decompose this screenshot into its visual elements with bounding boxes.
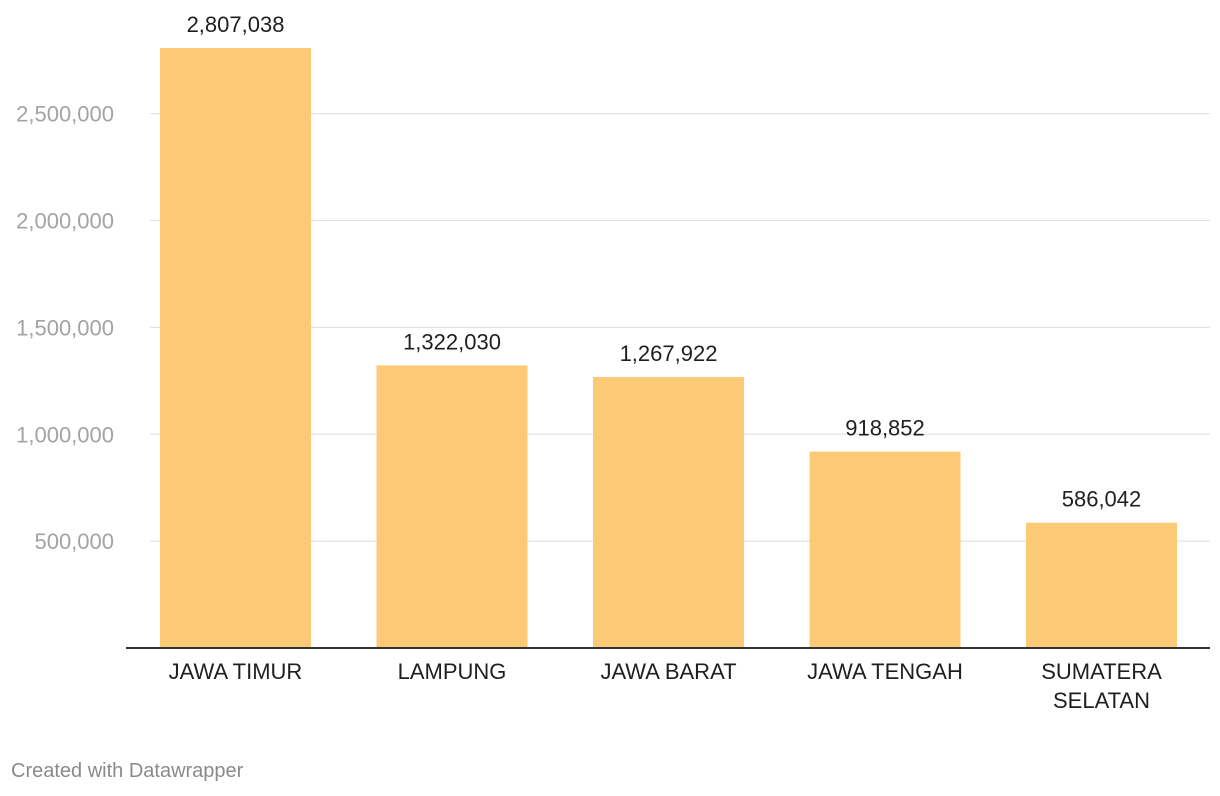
category-labels: JAWA TIMUR LAMPUNG JAWA BARAT JAWA TENGAH SU… [169,659,1162,713]
bar[interactable] [160,48,311,648]
bar-value-label: 586,042 [1062,487,1142,512]
datawrapper-credit[interactable]: Created with Datawrapper [11,760,244,782]
bar[interactable] [809,451,961,648]
bar-value-label: 1,322,030 [403,329,501,354]
x-category-label: SUMATERA [1041,659,1162,684]
bars [160,48,1177,648]
bar-value-label: 2,807,038 [187,12,285,37]
y-tick-label: 1,500,000 [16,315,114,340]
x-category-label: JAWA BARAT [600,659,736,684]
x-category-label: SELATAN [1053,688,1150,713]
bar[interactable] [376,365,528,648]
bar-value-label: 1,267,922 [620,341,718,366]
y-tick-label: 2,000,000 [16,209,114,234]
bar-value-label: 918,852 [845,416,925,441]
x-category-label: JAWA TENGAH [807,659,963,684]
x-category-label: LAMPUNG [398,659,507,684]
x-category-label: JAWA TIMUR [169,659,303,684]
bar[interactable] [1026,522,1177,648]
bar[interactable] [593,376,744,648]
y-tick-label: 1,000,000 [16,422,114,447]
y-tick-label: 500,000 [34,529,114,554]
value-labels: 2,807,038 1,322,030 1,267,922 918,852 586,04… [187,12,1142,512]
y-tick-label: 2,500,000 [16,102,114,127]
y-axis-ticks: 500,000 1,000,000 1,500,000 2,000,000 2,500,… [16,102,114,554]
